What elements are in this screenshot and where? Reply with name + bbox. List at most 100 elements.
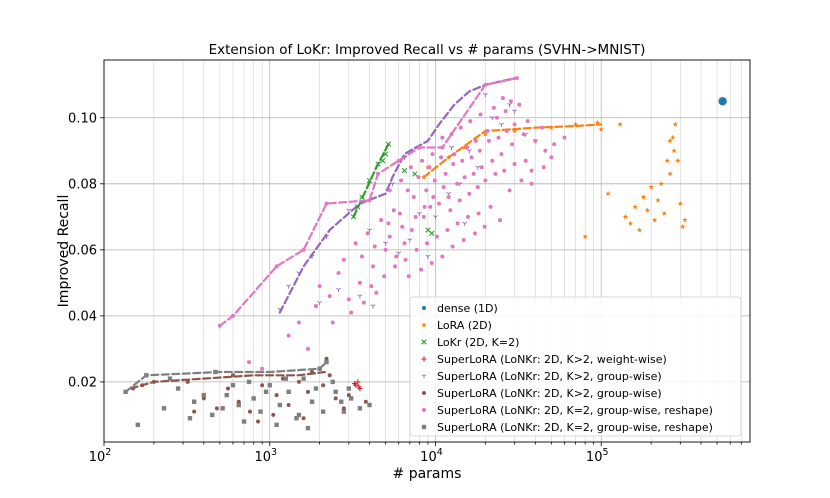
data-point xyxy=(310,370,315,375)
data-point xyxy=(301,376,306,381)
data-point xyxy=(424,188,429,193)
data-point xyxy=(462,175,467,180)
data-point xyxy=(519,178,524,183)
data-point xyxy=(408,165,413,170)
data-point xyxy=(379,158,386,164)
y-tick-label: 0.08 xyxy=(68,177,97,192)
data-point xyxy=(277,307,283,312)
data-point xyxy=(419,267,424,272)
data-point xyxy=(658,181,664,187)
data-point xyxy=(397,211,402,216)
data-point xyxy=(336,287,341,292)
data-point xyxy=(655,197,661,203)
data-point xyxy=(375,161,381,167)
data-point xyxy=(330,320,335,325)
data-point xyxy=(123,389,128,395)
chart-title: Extension of LoKr: Improved Recall vs # … xyxy=(209,42,646,58)
data-point xyxy=(667,171,673,177)
data-point xyxy=(355,204,361,210)
data-point xyxy=(336,270,341,275)
data-point xyxy=(504,128,509,133)
data-point xyxy=(403,257,408,262)
data-point xyxy=(356,384,362,390)
data-point xyxy=(677,200,683,206)
data-point xyxy=(416,175,421,180)
data-point xyxy=(217,323,222,328)
data-point xyxy=(548,124,554,130)
data-point xyxy=(394,254,399,259)
data-point xyxy=(286,403,291,408)
data-point xyxy=(406,274,411,279)
data-point xyxy=(359,194,365,200)
data-point xyxy=(508,99,513,104)
data-point xyxy=(503,109,508,114)
plot-frame xyxy=(103,59,751,443)
data-point xyxy=(478,112,483,117)
data-point xyxy=(263,389,269,395)
data-point xyxy=(305,346,310,351)
data-point xyxy=(396,251,402,256)
data-point xyxy=(598,126,604,132)
data-point xyxy=(450,244,455,249)
data-point xyxy=(482,224,487,229)
data-point xyxy=(296,271,302,276)
data-point xyxy=(494,115,499,120)
data-point xyxy=(385,141,392,147)
x-tick-label: 102 xyxy=(89,447,112,465)
data-point xyxy=(391,208,396,213)
data-point xyxy=(507,102,513,108)
data-point xyxy=(622,214,629,220)
data-point xyxy=(543,148,548,153)
data-point xyxy=(479,165,484,170)
series-line xyxy=(278,77,516,314)
data-point xyxy=(417,145,422,150)
data-point xyxy=(296,379,301,384)
data-point xyxy=(277,402,283,408)
data-point xyxy=(230,383,236,388)
data-point xyxy=(151,379,156,384)
data-point xyxy=(425,241,430,246)
data-point xyxy=(296,320,301,325)
data-point xyxy=(317,366,322,371)
legend-marker xyxy=(421,424,427,430)
data-point xyxy=(346,297,351,302)
data-point xyxy=(446,195,451,200)
data-point xyxy=(440,135,445,140)
data-point xyxy=(135,422,141,428)
data-point xyxy=(383,241,389,246)
data-point xyxy=(455,221,460,226)
data-point xyxy=(236,399,241,404)
data-point xyxy=(491,105,496,110)
y-axis-label: Improved Recall xyxy=(56,195,72,308)
data-point xyxy=(483,178,488,183)
data-point xyxy=(226,386,231,391)
data-point xyxy=(541,165,546,170)
data-point xyxy=(449,145,454,150)
data-point xyxy=(367,198,372,203)
data-point xyxy=(390,182,395,187)
data-point xyxy=(339,399,344,404)
data-point xyxy=(161,406,167,411)
data-point xyxy=(348,396,354,401)
data-point xyxy=(330,379,335,385)
data-point xyxy=(260,383,265,388)
data-point xyxy=(490,158,495,163)
data-point xyxy=(523,158,528,163)
data-point xyxy=(467,191,472,196)
legend-marker xyxy=(421,356,427,362)
data-point xyxy=(301,247,306,252)
data-point xyxy=(201,396,206,401)
data-point xyxy=(192,409,197,414)
data-point xyxy=(465,145,470,150)
data-point xyxy=(436,201,441,206)
data-point xyxy=(230,373,235,378)
data-point xyxy=(439,155,444,160)
data-point xyxy=(427,165,432,170)
data-point xyxy=(187,416,193,421)
data-point xyxy=(512,162,517,167)
data-point xyxy=(430,152,435,157)
data-point xyxy=(256,419,261,424)
data-point xyxy=(482,92,488,98)
data-point xyxy=(241,419,247,424)
y-tick-label: 0.04 xyxy=(68,309,97,324)
